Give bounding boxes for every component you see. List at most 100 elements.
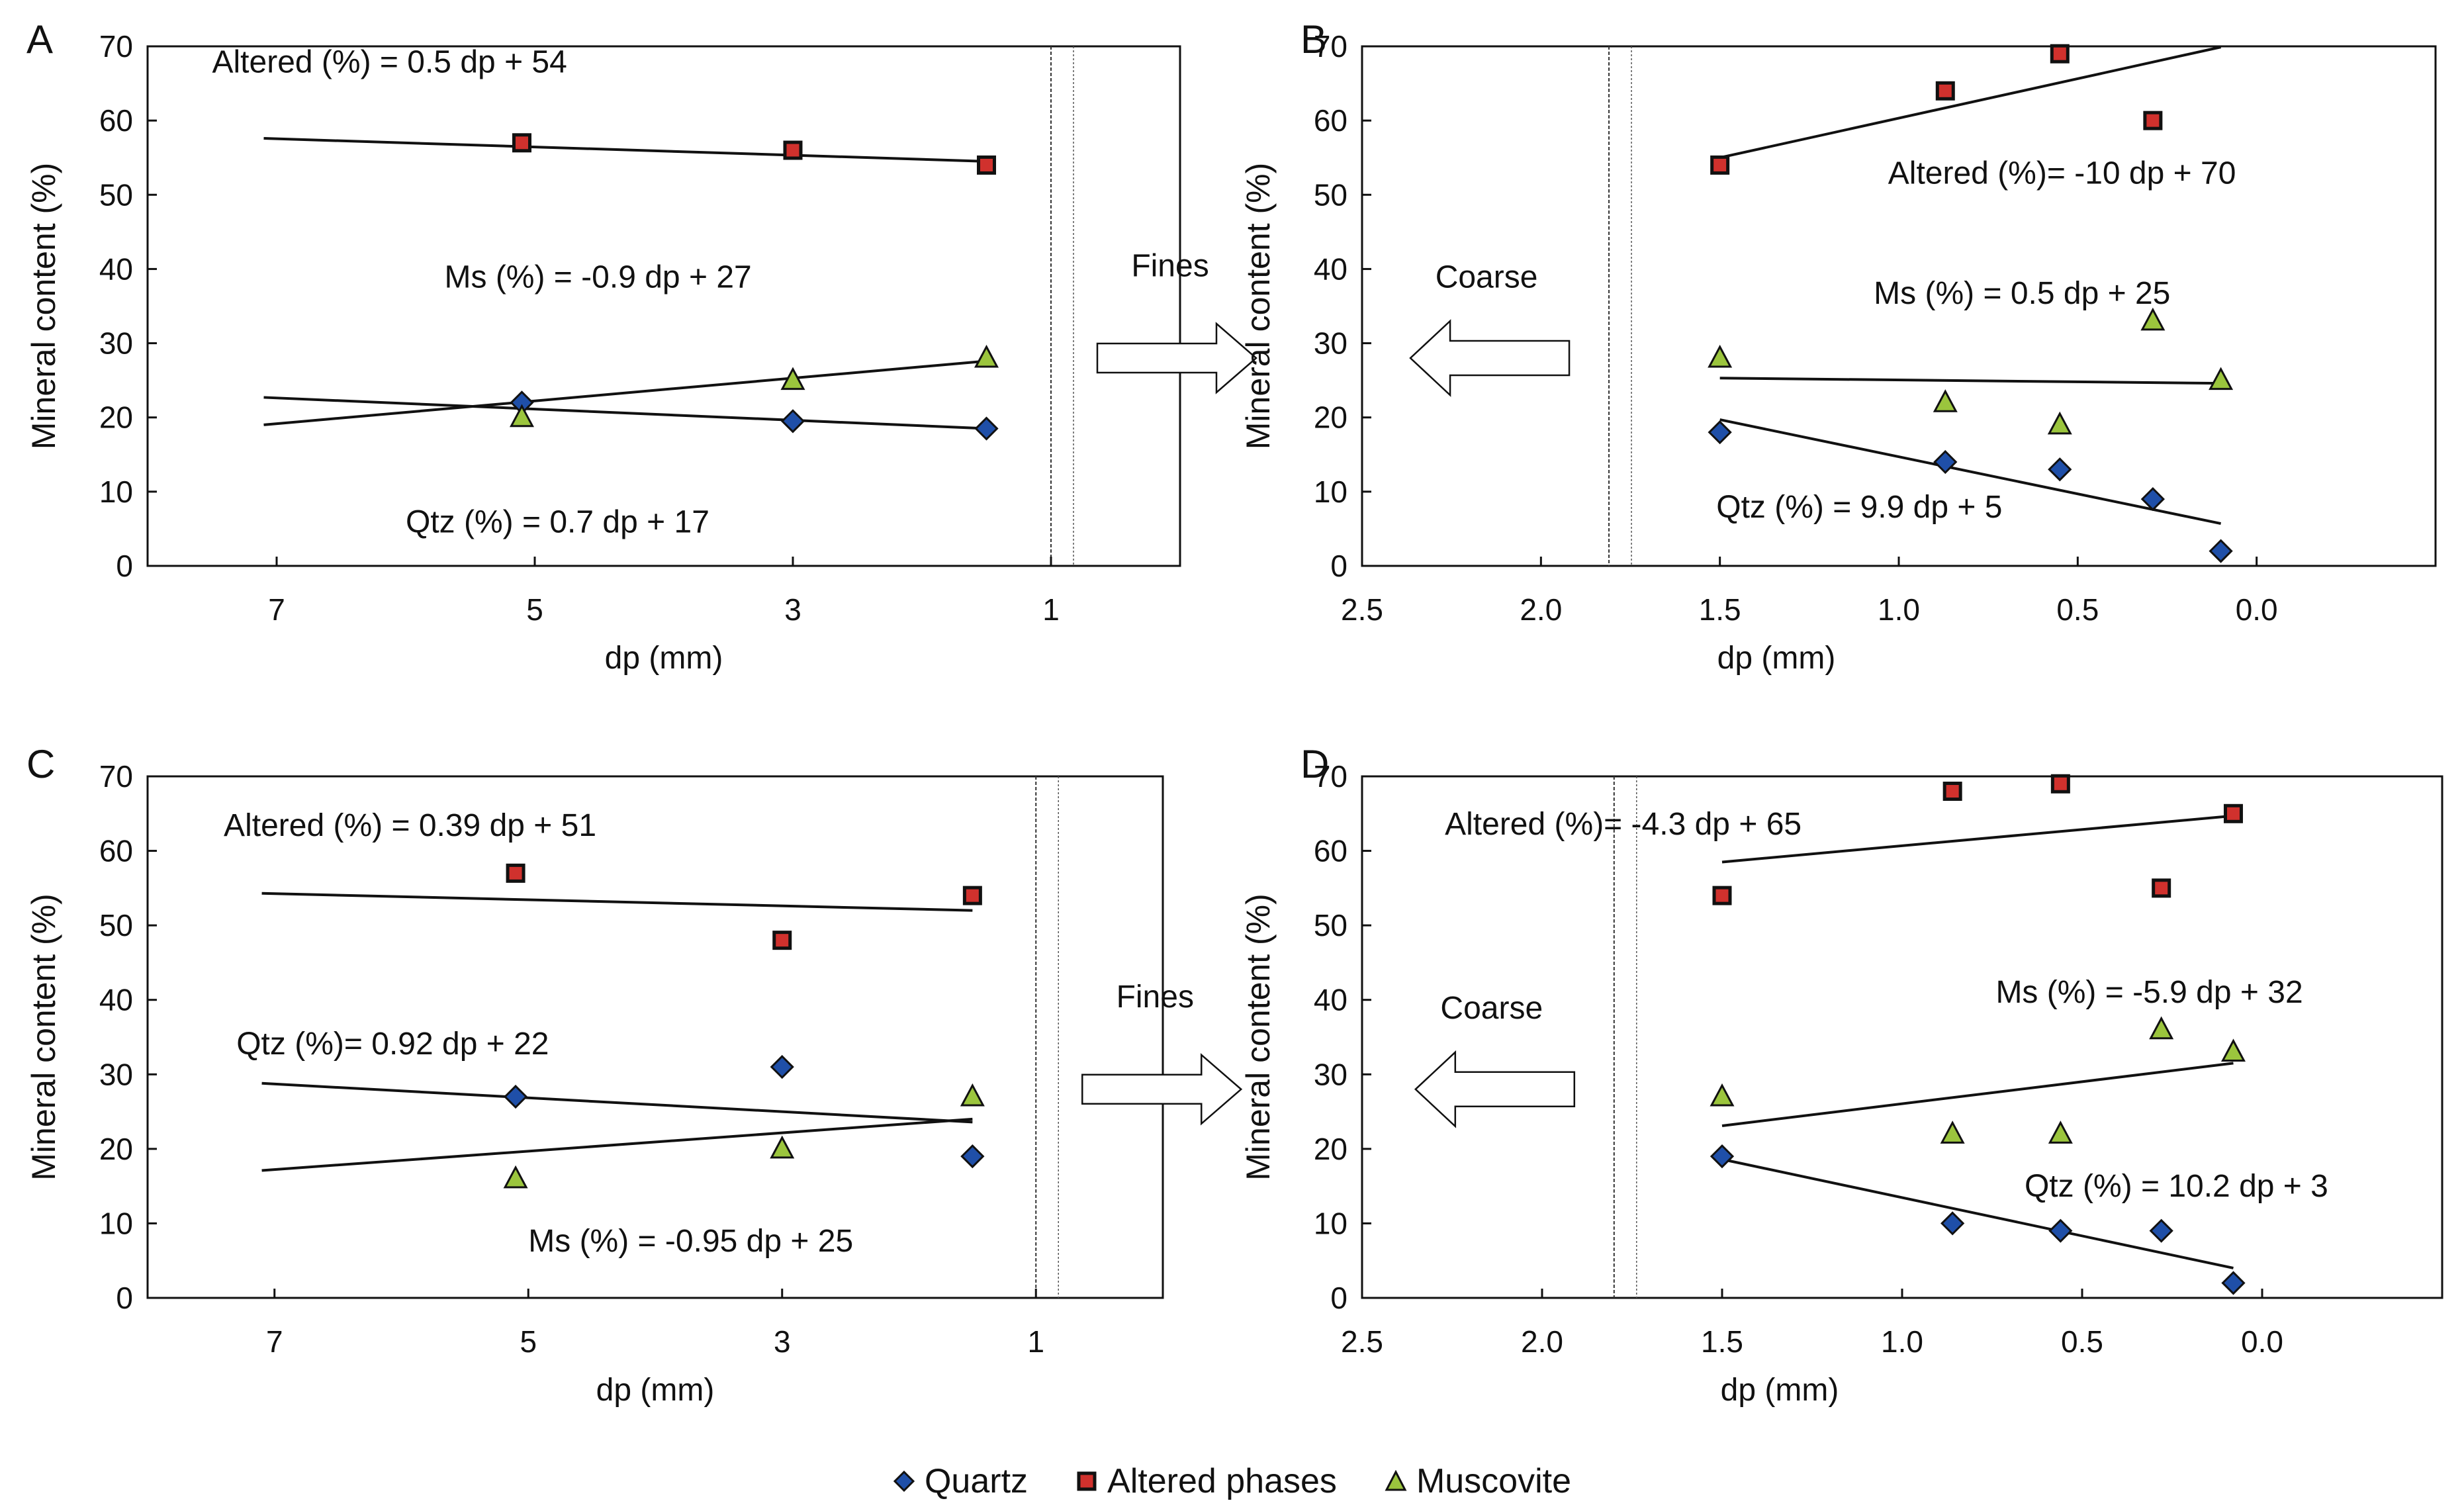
y-tick-label: 50 bbox=[99, 908, 133, 942]
data-point-altered bbox=[977, 155, 996, 175]
region-label: Fines bbox=[1131, 249, 1209, 284]
y-tick-label: 10 bbox=[1314, 475, 1347, 509]
arrow-left-icon bbox=[1414, 1050, 1576, 1128]
trend-equation: Altered (%)= -4.3 dp + 65 bbox=[1445, 807, 1802, 842]
data-point-muscovite bbox=[510, 404, 534, 428]
data-point-quartz bbox=[780, 409, 805, 434]
data-point-altered bbox=[506, 863, 525, 883]
data-point-muscovite bbox=[503, 1165, 528, 1189]
legend-label-quartz: Quartz bbox=[924, 1462, 1028, 1500]
trend-equation: Ms (%) = -0.95 dp + 25 bbox=[528, 1224, 853, 1259]
data-point-muscovite bbox=[2048, 1121, 2073, 1144]
legend-label-muscovite: Muscovite bbox=[1416, 1462, 1572, 1500]
data-point-altered bbox=[1712, 886, 1732, 905]
panel-c: C 0 10 20 30 40 50 60 70 7 5 3 1 dp (mm) Mineral conte… bbox=[25, 742, 1243, 1408]
arrow-left-icon bbox=[1409, 319, 1571, 397]
data-point-altered bbox=[512, 133, 531, 153]
data-point-muscovite bbox=[2047, 411, 2072, 435]
panel-d: D 0 10 20 30 40 50 60 70 2.5 2.0 1.5 1.0 0.5 0.0 dp (mm… bbox=[1240, 742, 2443, 1408]
x-tick-label: 3 bbox=[784, 592, 801, 627]
x-tick-label: 1 bbox=[1027, 1324, 1044, 1359]
trendline-quartz bbox=[1719, 418, 2222, 526]
data-point-muscovite bbox=[960, 1083, 985, 1107]
y-tick-label: 20 bbox=[99, 400, 133, 435]
y-tick-label: 50 bbox=[1314, 177, 1347, 212]
y-tick-label: 20 bbox=[1314, 1132, 1347, 1166]
x-tick-label: 0.5 bbox=[2061, 1324, 2103, 1359]
x-tick-label: 1.0 bbox=[1878, 592, 1920, 627]
arrow-right-icon bbox=[1081, 1053, 1243, 1126]
data-point-muscovite bbox=[2149, 1016, 2174, 1040]
y-tick-label: 70 bbox=[1314, 29, 1347, 64]
data-point-altered bbox=[1935, 81, 1955, 101]
x-axis-title: dp (mm) bbox=[596, 1373, 715, 1408]
data-point-muscovite bbox=[780, 367, 805, 390]
y-tick-label: 40 bbox=[1314, 252, 1347, 286]
trend-equation: Altered (%) = 0.5 dp + 54 bbox=[212, 44, 567, 79]
trend-equation: Ms (%) = -5.9 dp + 32 bbox=[1995, 975, 2303, 1010]
legend-item-muscovite: Muscovite bbox=[1385, 1461, 1571, 1501]
x-tick-label: 0.0 bbox=[2241, 1324, 2283, 1359]
y-tick-label: 50 bbox=[99, 177, 133, 212]
panel-label: C bbox=[26, 742, 55, 786]
x-tick-label: 0.5 bbox=[2056, 592, 2099, 627]
y-tick-label: 0 bbox=[1330, 549, 1347, 583]
x-tick-label: 5 bbox=[526, 592, 543, 627]
data-point-quartz bbox=[2140, 486, 2165, 512]
data-point-altered bbox=[2223, 803, 2243, 823]
trendline-muscovite bbox=[263, 359, 987, 426]
region-label: Fines bbox=[1117, 980, 1194, 1015]
region-label: Coarse bbox=[1436, 259, 1538, 295]
y-axis-title: Mineral content (%) bbox=[25, 163, 62, 450]
diamond-marker-icon bbox=[893, 1470, 915, 1492]
data-point-altered bbox=[772, 931, 792, 950]
y-tick-label: 10 bbox=[99, 475, 133, 509]
x-tick-label: 2.0 bbox=[1521, 1324, 1563, 1359]
y-axis-title: Mineral content (%) bbox=[1240, 163, 1277, 450]
square-marker-icon bbox=[1077, 1471, 1097, 1491]
y-tick-label: 10 bbox=[1314, 1206, 1347, 1240]
x-axis-title: dp (mm) bbox=[1717, 641, 1836, 676]
data-point-quartz bbox=[974, 416, 999, 441]
y-tick-label: 0 bbox=[116, 549, 133, 583]
y-tick-label: 30 bbox=[99, 326, 133, 361]
y-tick-label: 20 bbox=[1314, 400, 1347, 435]
data-point-quartz bbox=[1933, 449, 1958, 475]
legend: Quartz Altered phases Muscovite bbox=[0, 1455, 2464, 1508]
data-point-altered bbox=[1942, 782, 1962, 801]
data-point-quartz bbox=[960, 1144, 985, 1169]
trendline-quartz bbox=[1721, 1158, 2234, 1269]
y-tick-label: 10 bbox=[99, 1206, 133, 1240]
y-tick-label: 60 bbox=[1314, 834, 1347, 868]
data-point-muscovite bbox=[974, 344, 999, 368]
trend-equation: Altered (%) = 0.39 dp + 51 bbox=[224, 808, 596, 843]
y-tick-label: 50 bbox=[1314, 908, 1347, 942]
y-tick-label: 30 bbox=[1314, 1057, 1347, 1091]
trendline-altered bbox=[1719, 46, 2222, 160]
x-tick-label: 1.0 bbox=[1881, 1324, 1923, 1359]
y-tick-label: 60 bbox=[99, 103, 133, 138]
trendline-altered bbox=[1721, 814, 2234, 864]
data-point-altered bbox=[1710, 155, 1730, 175]
x-tick-label: 1 bbox=[1042, 592, 1060, 627]
data-point-quartz bbox=[2048, 457, 2072, 482]
legend-label-altered-phases: Altered phases bbox=[1107, 1462, 1337, 1500]
trendline-muscovite bbox=[261, 1117, 973, 1172]
trendline-altered bbox=[261, 892, 973, 912]
trendline-altered bbox=[263, 137, 987, 163]
y-tick-label: 30 bbox=[1314, 326, 1347, 361]
trend-equation: Qtz (%) = 10.2 dp + 3 bbox=[2025, 1169, 2328, 1204]
x-tick-label: 7 bbox=[268, 592, 285, 627]
data-point-quartz bbox=[2209, 539, 2233, 563]
panel-a: A 0 10 20 30 40 50 60 70 7 5 3 1 dp (mm) Mineral conte… bbox=[25, 17, 1257, 676]
data-point-quartz bbox=[1710, 1144, 1735, 1169]
triangle-marker-icon bbox=[1385, 1470, 1407, 1491]
x-tick-label: 2.0 bbox=[1520, 592, 1562, 627]
data-point-quartz bbox=[1940, 1211, 1965, 1236]
data-point-altered bbox=[783, 140, 803, 160]
data-point-muscovite bbox=[770, 1135, 795, 1159]
plot-frame bbox=[1361, 775, 2443, 1299]
data-point-altered bbox=[962, 886, 982, 905]
data-point-muscovite bbox=[1710, 1083, 1735, 1107]
panel-label: D bbox=[1300, 742, 1329, 786]
